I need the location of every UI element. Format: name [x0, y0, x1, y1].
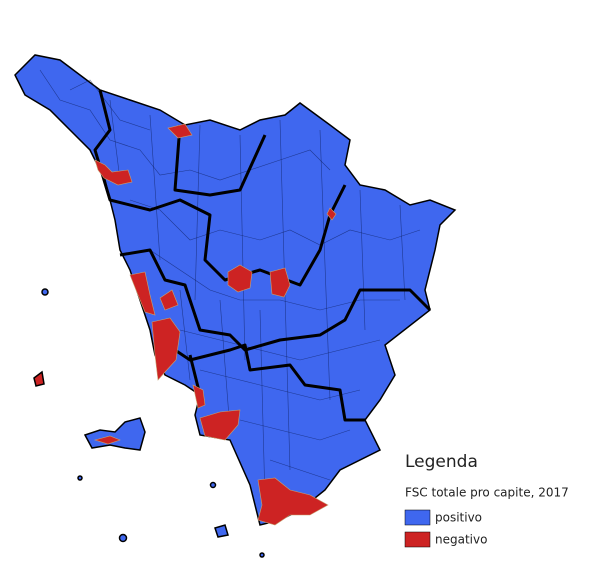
legend-swatch	[404, 531, 431, 548]
legend: Legenda FSC totale pro capite, 2017 posi…	[404, 452, 569, 548]
negative-areas	[94, 123, 337, 526]
legend-items: positivo negativo	[404, 509, 487, 548]
legend-swatch	[404, 509, 431, 526]
legend-subtitle: FSC totale pro capite, 2017	[405, 486, 569, 500]
legend-label: negativo	[435, 533, 487, 547]
legend-title: Legenda	[405, 452, 478, 472]
islands	[33, 288, 265, 558]
map	[14, 54, 457, 558]
legend-label: positivo	[435, 511, 482, 525]
